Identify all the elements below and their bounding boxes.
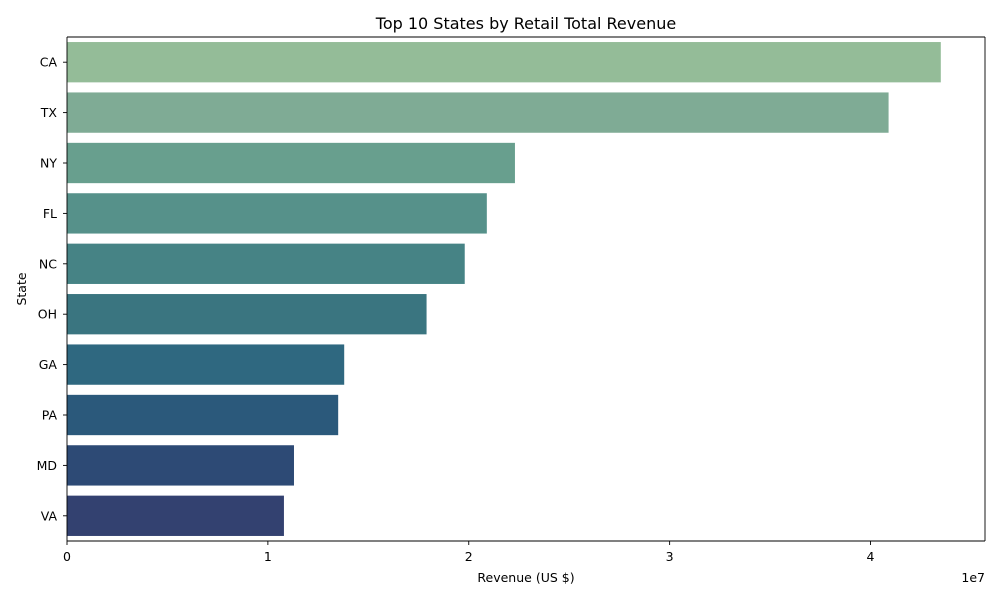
y-tick-label: OH [38, 307, 57, 322]
x-tick-label: 3 [666, 549, 674, 564]
bar-md [67, 445, 294, 486]
y-tick-label: VA [41, 508, 58, 523]
bars-group [67, 42, 941, 536]
y-axis-label: State [14, 272, 29, 305]
y-tick-label: MD [37, 458, 57, 473]
y-tick-label: NC [39, 256, 57, 271]
x-tick-label: 2 [465, 549, 473, 564]
x-tick-label: 1 [264, 549, 272, 564]
chart-title: Top 10 States by Retail Total Revenue [375, 14, 676, 33]
bar-ga [67, 344, 345, 385]
x-axis-offset-label: 1e7 [961, 570, 985, 585]
x-axis-label: Revenue (US $) [477, 570, 574, 585]
bar-oh [67, 294, 427, 335]
y-tick-label: PA [42, 408, 58, 423]
bar-ny [67, 142, 515, 184]
bar-fl [67, 193, 487, 234]
bar-pa [67, 394, 339, 436]
y-tick-label: NY [40, 156, 57, 171]
x-axis: 0 1 2 3 4 [63, 541, 875, 564]
y-tick-label: GA [39, 357, 58, 372]
y-tick-label: FL [43, 206, 57, 221]
y-tick-label: CA [40, 55, 58, 70]
x-tick-label: 0 [63, 549, 71, 564]
bar-va [67, 495, 284, 536]
x-tick-label: 4 [867, 549, 875, 564]
y-tick-label: TX [40, 105, 58, 120]
bar-nc [67, 243, 465, 284]
y-axis: CA TX NY FL NC OH GA PA MD VA [37, 55, 67, 523]
bar-ca [67, 42, 941, 83]
bar-tx [67, 92, 889, 133]
